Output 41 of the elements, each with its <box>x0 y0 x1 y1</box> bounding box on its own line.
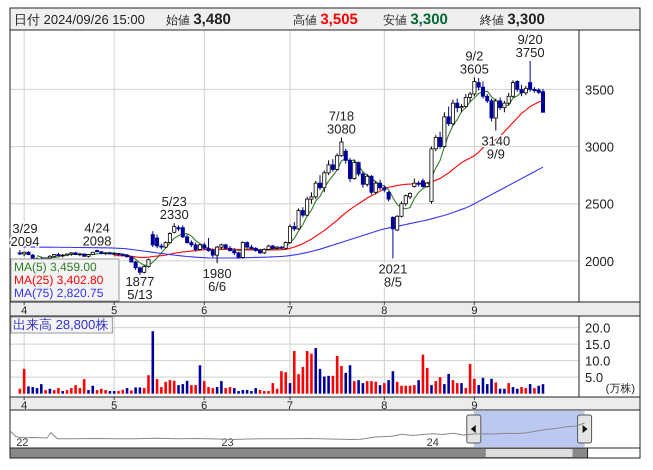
x-tick-label: 24 <box>426 437 439 449</box>
y-tick-label: 10.0 <box>585 354 610 369</box>
x-tick-label: 9 <box>471 305 478 317</box>
x-tick-label: 8 <box>381 400 388 412</box>
x-tick-label: 7 <box>286 400 294 412</box>
annotation: 9/2 3605 <box>460 48 489 76</box>
y-tick-label: 5.0 <box>585 370 604 386</box>
text: 高値 3,505 <box>293 11 358 28</box>
annotation: 9/20 3750 <box>516 32 545 60</box>
y-tick-label: 3000 <box>585 140 614 155</box>
series-label: MA(25) 3,402.80 <box>14 273 104 287</box>
x-tick-label: 6 <box>201 400 208 412</box>
y-tick-label: 2000 <box>585 254 614 269</box>
text: 始値 3,480 <box>166 11 231 28</box>
x-tick-label: 4 <box>21 400 28 412</box>
annotation: 1877 5/13 <box>125 274 154 302</box>
y-axis-title: (万株) <box>606 382 635 395</box>
chart-title: 日付 2024/09/26 15:00 <box>14 12 145 27</box>
annotation: 7/18 3080 <box>326 108 356 136</box>
y-tick-label: 20.0 <box>585 320 610 336</box>
x-tick-label: 6 <box>201 305 208 317</box>
annotation: 3/29 2094 <box>10 221 40 250</box>
annotation: 5/23 2330 <box>160 194 189 222</box>
x-tick-label: 22 <box>16 437 28 449</box>
x-tick-label: 9 <box>471 400 478 412</box>
y-tick-label: 3500 <box>585 82 614 98</box>
annotation: 1980 6/6 <box>202 266 232 294</box>
text: MA(75) 2,820.75 <box>14 286 104 300</box>
text: 安値 3,300 <box>383 11 448 28</box>
annotation: 4/24 2098 <box>82 220 112 249</box>
x-tick-label: 8 <box>381 305 388 317</box>
x-tick-label: 5 <box>111 400 118 412</box>
annotation: 2021 8/5 <box>378 261 408 290</box>
y-tick-label: 2500 <box>585 196 614 212</box>
series-label: MA(5) 3,459.00 <box>14 260 98 274</box>
text: 終値 3,300 <box>479 11 545 28</box>
x-tick-label: 7 <box>286 305 294 317</box>
chart-title: 出来高 28,800株 <box>13 317 108 332</box>
x-tick-label: 4 <box>21 305 28 317</box>
x-tick-label: 5 <box>111 305 118 317</box>
y-tick-label: 15.0 <box>585 337 610 352</box>
